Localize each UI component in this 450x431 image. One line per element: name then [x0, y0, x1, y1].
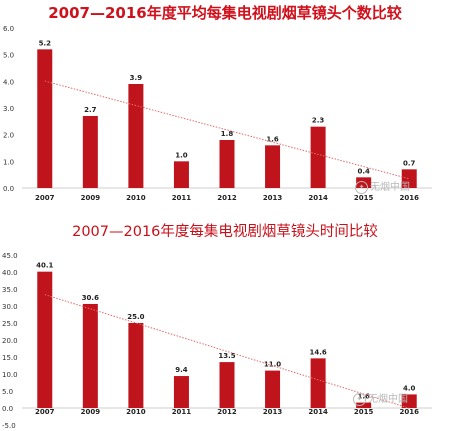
- bar: [37, 49, 53, 189]
- data-label: 5.2: [39, 39, 52, 47]
- x-tick-label: 2012: [217, 408, 237, 416]
- y-tick-label: 10.0: [2, 371, 18, 379]
- y-tick-label: 25.0: [2, 320, 18, 328]
- bar: [310, 126, 326, 188]
- x-tick-label: 2015: [354, 194, 374, 202]
- y-tick-label: 0.0: [3, 185, 14, 193]
- bar: [37, 271, 53, 408]
- chart-duration-panel: 2007—2016年度每集电视剧烟草镜头时间比较 -5.0 0.0 5.0 10.0 1…: [0, 216, 450, 431]
- x-tick-label: 2016: [399, 194, 419, 202]
- y-tick-label: 15.0: [2, 354, 18, 362]
- chart-count-svg: 0.0 1.0 2.0 3.0 4.0 5.0 6.0 5.2 2007 2.7 2009 3.9 20…: [3, 25, 432, 202]
- y-tick-label: 35.0: [2, 286, 18, 294]
- data-label: 1.0: [175, 151, 188, 159]
- bar: [82, 303, 98, 408]
- data-label: 25.0: [127, 313, 144, 321]
- bar: [173, 376, 189, 408]
- bar: [128, 323, 144, 408]
- bar: [265, 370, 281, 408]
- bar: [173, 161, 189, 188]
- x-tick-label: 2011: [172, 408, 192, 416]
- x-tick-label: 2016: [399, 408, 419, 416]
- y-tick-label: 20.0: [2, 337, 18, 345]
- data-label: 0.4: [357, 167, 370, 175]
- bar: [401, 394, 417, 408]
- watermark-top: ✦ 无烟中国: [355, 178, 410, 194]
- bar: [310, 358, 326, 408]
- x-tick-label: 2014: [308, 194, 328, 202]
- data-label: 1.6: [266, 135, 279, 143]
- watermark-text: 无烟中国: [370, 182, 410, 193]
- x-tick-label: 2007: [35, 194, 55, 202]
- y-tick-label: 30.0: [2, 303, 18, 311]
- chart-count-panel: 2007—2016年度平均每集电视剧烟草镜头个数比较 0.0 1.0 2.0 3.0 4…: [3, 4, 432, 202]
- bar: [356, 402, 372, 408]
- watermark-bottom: ✦ 无烟中国: [353, 390, 408, 406]
- data-label: 2.3: [312, 117, 325, 125]
- x-tick-label: 2009: [81, 194, 101, 202]
- data-label: 9.4: [175, 366, 188, 374]
- bar: [219, 362, 235, 408]
- x-tick-label: 2014: [308, 408, 328, 416]
- x-tick-label: 2013: [263, 408, 283, 416]
- data-label: 11.0: [264, 361, 281, 369]
- x-tick-label: 2010: [126, 408, 146, 416]
- y-tick-label: 3.0: [3, 105, 14, 113]
- data-label: 3.9: [130, 74, 143, 82]
- y-tick-label: 2.0: [3, 132, 14, 140]
- y-tick-label: 4.0: [3, 78, 14, 86]
- y-tick-label: 5.0: [2, 388, 13, 396]
- y-tick-label: 6.0: [3, 25, 14, 33]
- x-tick-label: 2010: [126, 194, 146, 202]
- watermark-logo-icon: ✦: [353, 392, 366, 406]
- data-label: 40.1: [36, 262, 53, 270]
- data-label: 14.6: [309, 348, 326, 356]
- bar: [128, 84, 144, 188]
- x-tick-label: 2007: [35, 408, 55, 416]
- data-label: 2.7: [84, 106, 97, 114]
- data-label: 30.6: [82, 294, 99, 302]
- chart-duration-title: 2007—2016年度每集电视剧烟草镜头时间比较: [72, 224, 378, 240]
- data-label: 4.0: [403, 384, 416, 392]
- x-tick-label: 2011: [172, 194, 192, 202]
- y-tick-label: 0.0: [2, 405, 13, 413]
- bar: [265, 145, 281, 188]
- x-tick-label: 2009: [81, 408, 101, 416]
- bar: [401, 169, 417, 188]
- bar: [82, 116, 98, 188]
- watermark-logo-icon: ✦: [355, 180, 368, 194]
- x-tick-label: 2013: [263, 194, 283, 202]
- x-tick-label: 2015: [354, 408, 374, 416]
- y-tick-label: 40.0: [2, 269, 18, 277]
- x-tick-label: 2012: [217, 194, 237, 202]
- y-tick-label: 1.0: [3, 158, 14, 166]
- data-label: 1.8: [221, 130, 234, 138]
- data-label: 13.5: [218, 352, 235, 360]
- y-tick-label: -5.0: [2, 422, 16, 430]
- bar: [219, 140, 235, 188]
- data-label: 0.7: [403, 159, 416, 167]
- y-tick-label: 45.0: [2, 252, 18, 260]
- chart-duration-svg: -5.0 0.0 5.0 10.0 15.0 20.0 25.0 30.0 35.0 40.0 45…: [2, 252, 432, 430]
- trendline: [44, 294, 410, 409]
- watermark-text: 无烟中国: [368, 394, 408, 405]
- y-tick-label: 5.0: [3, 52, 14, 60]
- chart-count-title: 2007—2016年度平均每集电视剧烟草镜头个数比较: [48, 4, 402, 22]
